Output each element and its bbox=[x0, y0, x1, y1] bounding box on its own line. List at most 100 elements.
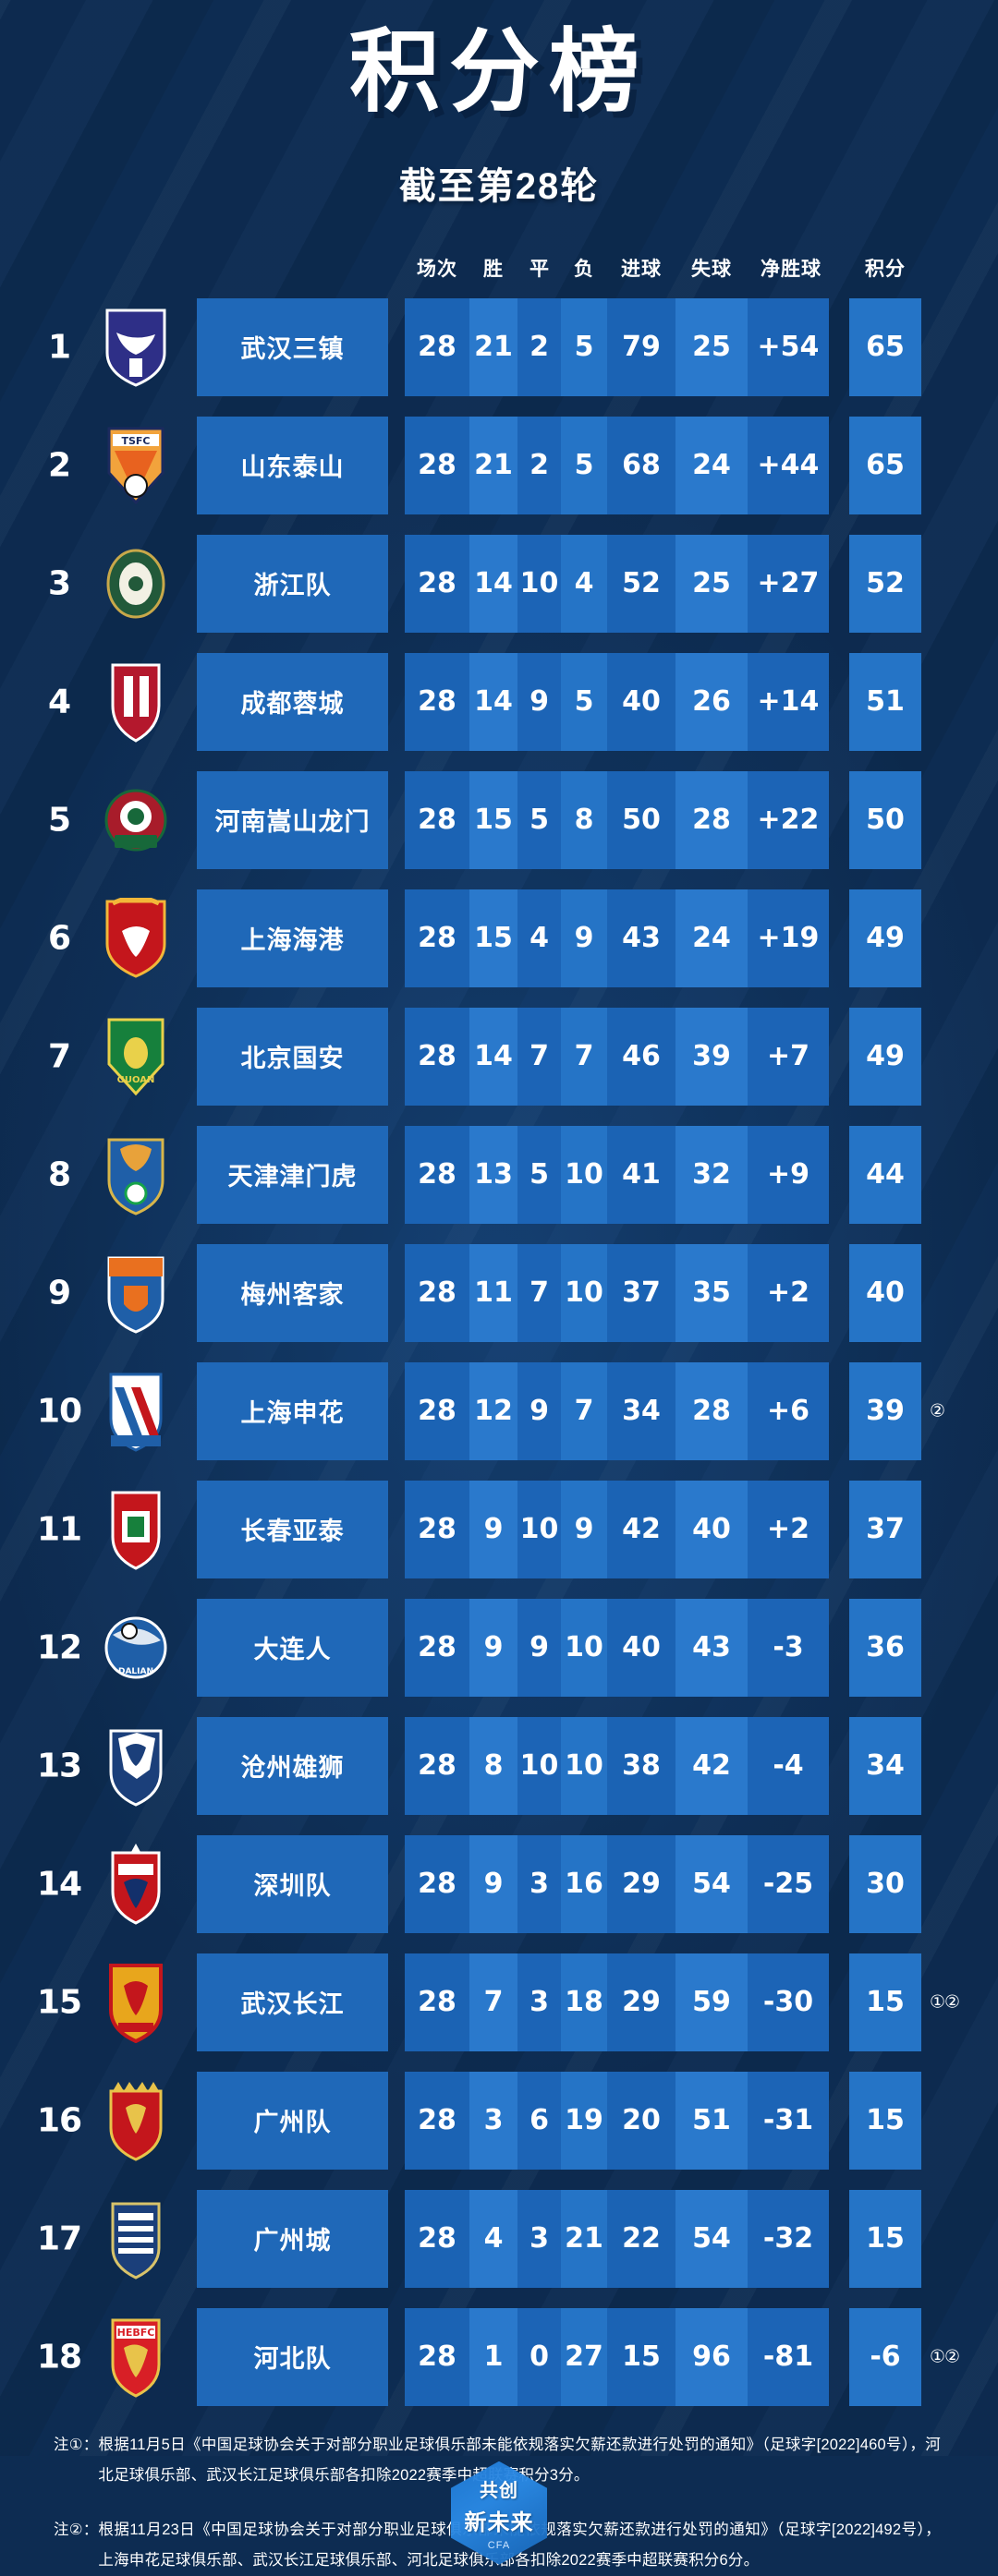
stat-played: 28 bbox=[405, 889, 469, 987]
team-name: 上海海港 bbox=[240, 926, 345, 955]
stat-loss: 16 bbox=[561, 1834, 607, 1933]
team-name: 深圳队 bbox=[253, 1872, 332, 1901]
table-row[interactable]: 9 梅州客家 28 11 7 10 37 35 +2 40 bbox=[0, 1243, 998, 1342]
table-row[interactable]: 10 上海申花 28 12 9 7 34 28 +6 39 ② bbox=[0, 1361, 998, 1460]
rank-number: 18 bbox=[36, 2338, 82, 2376]
team-cell[interactable]: 河北队 bbox=[197, 2307, 388, 2406]
henan-songshan-longmen-crest bbox=[102, 780, 170, 861]
table-row[interactable]: 7 GUOAN 北京国安 28 14 7 7 46 39 +7 49 bbox=[0, 1007, 998, 1106]
footnote-marker: ①② bbox=[930, 1992, 960, 2013]
team-cell[interactable]: 广州城 bbox=[197, 2189, 388, 2288]
team-name: 成都蓉城 bbox=[240, 690, 345, 719]
stat-loss: 5 bbox=[561, 297, 607, 396]
team-name: 武汉三镇 bbox=[240, 335, 345, 364]
table-row[interactable]: 16 广州队 28 3 6 19 20 51 -31 15 bbox=[0, 2071, 998, 2170]
team-name: 广州城 bbox=[253, 2227, 332, 2256]
table-row[interactable]: 15 武汉长江 28 7 3 18 29 59 -30 15 ①② bbox=[0, 1953, 998, 2051]
team-cell[interactable]: 大连人 bbox=[197, 1598, 388, 1697]
team-cell[interactable]: 武汉三镇 bbox=[197, 297, 388, 396]
stat-ga: 24 bbox=[675, 889, 748, 987]
stat-ga: 43 bbox=[675, 1598, 748, 1697]
points-cell: 50 bbox=[849, 770, 921, 869]
stat-gf: 37 bbox=[607, 1243, 675, 1342]
stats-block: 28 21 2 5 79 25 +54 bbox=[405, 297, 829, 396]
stat-played: 28 bbox=[405, 1716, 469, 1815]
stats-block: 28 13 5 10 41 32 +9 bbox=[405, 1125, 829, 1224]
team-name: 武汉长江 bbox=[240, 1990, 345, 2019]
stat-gd: +2 bbox=[748, 1480, 829, 1578]
stat-gd: -81 bbox=[748, 2307, 829, 2406]
team-cell[interactable]: 成都蓉城 bbox=[197, 652, 388, 751]
team-cell[interactable]: 河南嵩山龙门 bbox=[197, 770, 388, 869]
stat-ga: 96 bbox=[675, 2307, 748, 2406]
team-cell[interactable]: 深圳队 bbox=[197, 1834, 388, 1933]
team-cell[interactable]: 长春亚泰 bbox=[197, 1480, 388, 1578]
table-row[interactable]: 5 河南嵩山龙门 28 15 5 8 50 28 +22 50 bbox=[0, 770, 998, 869]
team-cell[interactable]: 梅州客家 bbox=[197, 1243, 388, 1342]
team-cell[interactable]: 武汉长江 bbox=[197, 1953, 388, 2051]
points-cell: 34 bbox=[849, 1716, 921, 1815]
table-row[interactable]: 17 广州城 28 4 3 21 22 54 -32 15 bbox=[0, 2189, 998, 2288]
stat-win: 14 bbox=[469, 652, 517, 751]
points-cell: 49 bbox=[849, 889, 921, 987]
footnote-label: 注①： bbox=[54, 2436, 99, 2453]
rank-number: 3 bbox=[47, 564, 71, 603]
stat-gd: -32 bbox=[748, 2189, 829, 2288]
table-row[interactable]: 13 沧州雄狮 28 8 10 10 38 42 -4 34 bbox=[0, 1716, 998, 1815]
stat-loss: 21 bbox=[561, 2189, 607, 2288]
stat-gf: 20 bbox=[607, 2071, 675, 2170]
table-row[interactable]: 1 武汉三镇 28 21 2 5 79 25 +54 65 bbox=[0, 297, 998, 396]
table-row[interactable]: 12 DALIAN 大连人 28 9 9 10 40 43 -3 36 bbox=[0, 1598, 998, 1697]
stat-draw: 2 bbox=[517, 416, 561, 514]
stat-gd: +9 bbox=[748, 1125, 829, 1224]
stat-played: 28 bbox=[405, 534, 469, 633]
stat-win: 14 bbox=[469, 1007, 517, 1106]
points-cell: 15 bbox=[849, 1953, 921, 2051]
stat-loss: 27 bbox=[561, 2307, 607, 2406]
team-cell[interactable]: 沧州雄狮 bbox=[197, 1716, 388, 1815]
stat-draw: 3 bbox=[517, 2189, 561, 2288]
stat-win: 8 bbox=[469, 1716, 517, 1815]
stat-loss: 19 bbox=[561, 2071, 607, 2170]
table-row[interactable]: 3 浙江队 28 14 10 4 52 25 +27 52 bbox=[0, 534, 998, 633]
stat-ga: 32 bbox=[675, 1125, 748, 1224]
stat-gf: 34 bbox=[607, 1361, 675, 1460]
stat-ga: 42 bbox=[675, 1716, 748, 1815]
table-row[interactable]: 2 TSFC 山东泰山 28 21 2 5 68 24 +44 65 bbox=[0, 416, 998, 514]
rank-number: 11 bbox=[36, 1510, 82, 1549]
table-row[interactable]: 6 上海海港 28 15 4 9 43 24 +19 49 bbox=[0, 889, 998, 987]
table-row[interactable]: 11 长春亚泰 28 9 10 9 42 40 +2 37 bbox=[0, 1480, 998, 1578]
team-cell[interactable]: 浙江队 bbox=[197, 534, 388, 633]
stat-gf: 42 bbox=[607, 1480, 675, 1578]
team-cell[interactable]: 上海海港 bbox=[197, 889, 388, 987]
stat-played: 28 bbox=[405, 1007, 469, 1106]
table-row[interactable]: 14 深圳队 28 9 3 16 29 54 -25 30 bbox=[0, 1834, 998, 1933]
stat-loss: 5 bbox=[561, 652, 607, 751]
stat-loss: 7 bbox=[561, 1361, 607, 1460]
rank-number: 9 bbox=[47, 1274, 71, 1312]
stat-gf: 29 bbox=[607, 1834, 675, 1933]
rank-number: 4 bbox=[47, 683, 71, 721]
team-cell[interactable]: 北京国安 bbox=[197, 1007, 388, 1106]
stats-block: 28 14 7 7 46 39 +7 bbox=[405, 1007, 829, 1106]
points-cell: 30 bbox=[849, 1834, 921, 1933]
stat-draw: 10 bbox=[517, 1480, 561, 1578]
team-cell[interactable]: 广州队 bbox=[197, 2071, 388, 2170]
points-cell: 49 bbox=[849, 1007, 921, 1106]
team-cell[interactable]: 山东泰山 bbox=[197, 416, 388, 514]
table-row[interactable]: 8 天津津门虎 28 13 5 10 41 32 +9 44 bbox=[0, 1125, 998, 1224]
stat-gd: +54 bbox=[748, 297, 829, 396]
stat-win: 21 bbox=[469, 416, 517, 514]
stat-played: 28 bbox=[405, 1834, 469, 1933]
stat-gf: 43 bbox=[607, 889, 675, 987]
wuhan-three-towns-crest bbox=[102, 307, 170, 388]
team-cell[interactable]: 天津津门虎 bbox=[197, 1125, 388, 1224]
stats-block: 28 9 3 16 29 54 -25 bbox=[405, 1834, 829, 1933]
stat-gd: -31 bbox=[748, 2071, 829, 2170]
stat-gf: 15 bbox=[607, 2307, 675, 2406]
table-row[interactable]: 18 HEBFC 河北队 28 1 0 27 15 96 -81 -6 ①② bbox=[0, 2307, 998, 2406]
table-row[interactable]: 4 成都蓉城 28 14 9 5 40 26 +14 51 bbox=[0, 652, 998, 751]
team-cell[interactable]: 上海申花 bbox=[197, 1361, 388, 1460]
team-name: 山东泰山 bbox=[240, 454, 345, 482]
